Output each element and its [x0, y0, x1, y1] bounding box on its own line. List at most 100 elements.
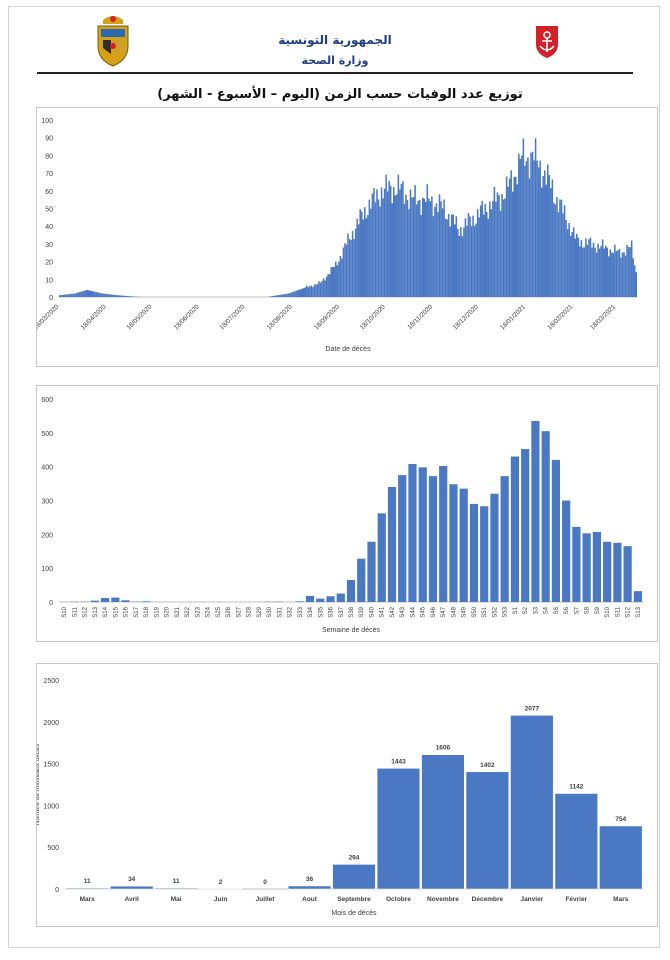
x-tick-label: S13	[93, 606, 99, 617]
daily-bar	[539, 160, 541, 297]
y-tick-label: 90	[45, 136, 53, 143]
daily-bar	[530, 152, 532, 297]
data-label: 11	[173, 878, 180, 885]
daily-bar	[415, 204, 418, 297]
daily-bar	[527, 157, 529, 297]
weekly-bar	[408, 463, 417, 602]
daily-bar	[604, 245, 607, 297]
daily-bar	[402, 181, 404, 297]
daily-bar	[376, 189, 378, 297]
daily-bar	[338, 261, 340, 297]
daily-bar	[453, 224, 456, 297]
daily-bar	[560, 199, 563, 297]
daily-bar	[400, 183, 403, 297]
x-tick-label: S52	[492, 606, 498, 617]
data-label: 36	[306, 876, 314, 883]
daily-bar	[83, 290, 85, 297]
daily-bar	[562, 213, 564, 297]
daily-bar	[579, 246, 581, 297]
weekly-bar	[613, 542, 622, 602]
y-tick-label: 40	[45, 224, 53, 231]
y-tick-label: 1500	[43, 762, 59, 769]
daily-bar	[551, 179, 554, 297]
daily-bar	[482, 214, 485, 297]
daily-bar	[441, 208, 444, 297]
daily-bar	[92, 291, 95, 297]
daily-bar	[406, 200, 409, 297]
x-tick-label: S12	[83, 606, 89, 617]
daily-bar	[516, 184, 519, 297]
daily-bar	[414, 185, 416, 297]
weekly-bar	[521, 449, 530, 602]
daily-bar	[511, 191, 514, 297]
daily-bar	[507, 186, 509, 297]
daily-bar	[368, 199, 371, 297]
daily-bar	[484, 203, 487, 297]
daily-bar	[359, 209, 361, 297]
weekly-bar	[367, 541, 376, 602]
daily-bar	[585, 238, 587, 297]
y-tick-label: 1000	[43, 803, 59, 810]
daily-bar	[66, 294, 69, 297]
daily-bar	[627, 247, 630, 297]
y-tick-label: 80	[45, 153, 53, 160]
daily-bar	[394, 195, 397, 297]
daily-bar	[389, 185, 392, 297]
daily-bar	[597, 243, 599, 297]
daily-bar	[463, 227, 465, 297]
daily-bar	[113, 294, 116, 297]
weekly-bar	[387, 486, 397, 602]
daily-bar	[425, 201, 427, 297]
daily-bar	[350, 239, 352, 297]
x-tick-label: S53	[503, 606, 509, 617]
daily-bar	[284, 293, 287, 297]
x-tick-label: S35	[318, 606, 324, 617]
daily-bar	[534, 138, 537, 297]
daily-bar	[399, 189, 401, 297]
daily-bar	[598, 248, 601, 297]
y-tick-label: 0	[49, 600, 53, 607]
daily-bar	[382, 198, 384, 297]
daily-bar	[303, 288, 305, 297]
daily-bar	[473, 225, 476, 297]
daily-bar	[78, 292, 81, 297]
daily-bar	[435, 203, 438, 297]
daily-bar	[569, 235, 572, 297]
daily-bar	[324, 280, 326, 297]
daily-bar	[478, 217, 480, 297]
daily-bar	[283, 294, 285, 297]
daily-bar	[434, 206, 436, 297]
daily-bar	[299, 289, 302, 297]
monthly-bar	[510, 715, 554, 890]
data-label: 2077	[525, 705, 540, 712]
daily-bar	[409, 189, 412, 297]
weekly-bar	[633, 591, 642, 602]
x-tick-label: 18/09/2020	[313, 303, 341, 331]
daily-bar	[455, 216, 458, 297]
daily-bar	[513, 176, 515, 297]
x-tick-label: Octobre	[386, 896, 411, 903]
x-tick-label: S33	[298, 606, 304, 617]
daily-bar	[508, 178, 511, 297]
daily-bar	[521, 155, 523, 297]
data-label: 294	[349, 854, 360, 861]
daily-bar	[386, 191, 389, 297]
daily-bar	[370, 208, 372, 297]
daily-bar	[403, 203, 406, 297]
daily-bar	[460, 227, 462, 297]
daily-bar	[385, 174, 387, 297]
x-axis-label: Date de décès	[325, 346, 371, 353]
weekly-bar	[603, 541, 612, 602]
data-label: 2	[219, 879, 223, 886]
x-tick-label: S41	[380, 606, 386, 617]
x-tick-label: Aout	[302, 896, 318, 903]
ministry-label: وزارة الصحة	[301, 54, 369, 67]
daily-bar	[309, 286, 311, 297]
daily-bar	[553, 202, 555, 297]
x-tick-label: S22	[185, 606, 191, 617]
daily-bar	[107, 294, 110, 297]
x-tick-label: S6	[564, 606, 570, 614]
daily-bar	[357, 224, 360, 297]
x-axis-label: Semaine de décès	[322, 627, 380, 634]
daily-bar	[312, 287, 314, 297]
